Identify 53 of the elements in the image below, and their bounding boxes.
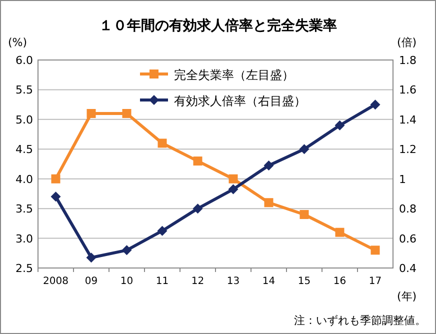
y-tick-label: 4.0 xyxy=(16,172,33,186)
x-tick-label: 09 xyxy=(84,276,98,287)
point xyxy=(51,174,60,184)
y2-tick-label: 1.6 xyxy=(399,84,416,97)
point xyxy=(86,108,96,118)
x-tick-label: 17 xyxy=(368,276,382,287)
point xyxy=(370,246,380,255)
x-tick-label: 14 xyxy=(262,276,276,287)
point xyxy=(228,174,238,184)
x-tick-label: 2008 xyxy=(43,276,68,287)
y2-axis-title: (倍) xyxy=(397,36,417,49)
y-tick-label: 4.5 xyxy=(16,143,33,156)
point xyxy=(335,228,344,237)
point xyxy=(228,184,238,194)
y-tick-label: 3.5 xyxy=(16,202,33,216)
y-tick-label: 2.5 xyxy=(16,262,33,275)
point xyxy=(334,120,345,130)
point xyxy=(122,245,132,256)
y2-tick-label: 0.6 xyxy=(399,232,416,246)
point xyxy=(157,226,168,236)
y-tick-label: 3.0 xyxy=(16,232,33,246)
y-axis-title: (%) xyxy=(8,36,28,49)
chart-title: １０年間の有効求人倍率と完全失業率 xyxy=(99,17,337,34)
point xyxy=(299,144,310,154)
x-tick-label: 12 xyxy=(191,276,204,287)
point xyxy=(122,108,132,118)
legend-label: 有効求人倍率（右目盛） xyxy=(174,94,306,108)
y-tick-label: 5.5 xyxy=(16,84,33,97)
point xyxy=(86,252,96,263)
point xyxy=(370,100,380,110)
y2-tick-label: 0.8 xyxy=(399,202,416,216)
point xyxy=(300,210,309,220)
y2-tick-label: 1 xyxy=(399,172,406,186)
point xyxy=(50,192,61,202)
x-tick-label: 10 xyxy=(120,276,134,287)
y2-tick-label: 0.4 xyxy=(399,262,416,275)
point xyxy=(192,204,203,214)
legend-label: 完全失業率（左目盛） xyxy=(174,68,294,82)
y2-tick-label: 1.2 xyxy=(399,143,416,156)
y-tick-label: 6.0 xyxy=(16,54,33,67)
x-tick-label: 15 xyxy=(298,276,311,287)
point xyxy=(193,156,202,166)
x-tick-label: 16 xyxy=(333,276,346,287)
point xyxy=(158,138,167,148)
x-tick-label: 11 xyxy=(156,276,169,287)
y2-tick-label: 1.8 xyxy=(399,54,416,67)
x-tick-label: 13 xyxy=(226,276,240,287)
point xyxy=(264,160,274,170)
x-axis-title: (年) xyxy=(397,290,417,303)
text: 注：いずれも季節調整値。 xyxy=(294,314,426,327)
y-tick-label: 5.0 xyxy=(16,113,33,126)
y2-tick-label: 1.4 xyxy=(399,113,416,126)
point xyxy=(264,198,274,208)
